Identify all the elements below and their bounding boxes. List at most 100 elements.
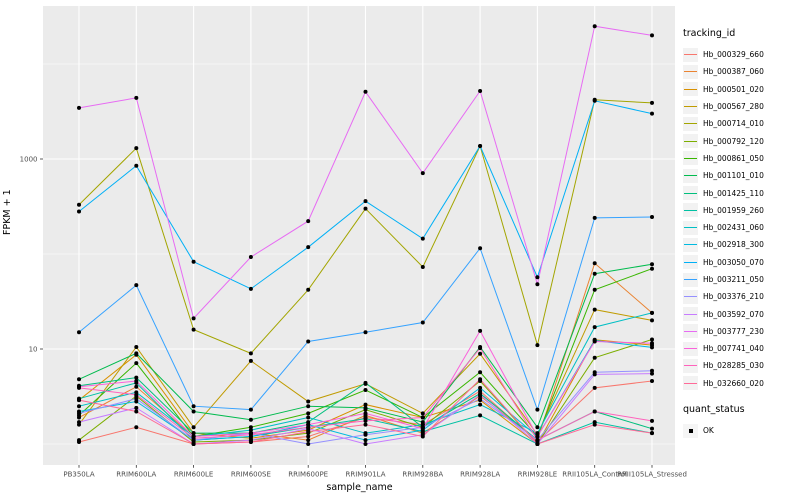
legend-key-swatch bbox=[683, 220, 698, 235]
data-point bbox=[650, 368, 654, 373]
data-point bbox=[134, 409, 139, 414]
legend-key-swatch bbox=[683, 186, 698, 201]
data-point bbox=[77, 377, 81, 382]
data-point bbox=[478, 346, 483, 351]
data-point bbox=[592, 385, 597, 390]
data-point bbox=[535, 343, 540, 348]
data-point bbox=[134, 146, 139, 151]
data-point bbox=[478, 370, 483, 375]
legend-key-swatch bbox=[683, 151, 698, 166]
legend-item-Hb_001959_260: Hb_001959_260 bbox=[683, 202, 798, 219]
data-point bbox=[363, 330, 368, 335]
data-point bbox=[306, 219, 311, 224]
legend-key-line bbox=[684, 157, 697, 159]
legend-item-label: Hb_007741_040 bbox=[703, 344, 764, 354]
legend-items-tracking: Hb_000329_660 Hb_000387_060 Hb_000501_020 H… bbox=[683, 46, 798, 392]
legend-item-Hb_032660_020: Hb_032660_020 bbox=[683, 375, 798, 392]
data-point bbox=[306, 287, 311, 292]
legend-key-swatch bbox=[683, 341, 698, 356]
data-point bbox=[134, 95, 139, 100]
legend-key-swatch bbox=[683, 116, 698, 131]
legend-item-Hb_000861_050: Hb_000861_050 bbox=[683, 150, 798, 167]
data-point bbox=[592, 215, 597, 220]
data-point bbox=[592, 287, 597, 292]
data-point bbox=[306, 442, 311, 446]
data-point bbox=[650, 318, 654, 323]
data-point bbox=[592, 98, 597, 103]
data-point bbox=[306, 415, 311, 420]
data-point bbox=[420, 426, 425, 431]
legend-item-label: Hb_000387_060 bbox=[703, 67, 764, 77]
data-point bbox=[363, 380, 368, 385]
data-point bbox=[535, 431, 540, 436]
data-point bbox=[592, 24, 597, 29]
data-point bbox=[478, 392, 483, 397]
data-point bbox=[134, 392, 139, 397]
x-tick-label: RRIM600SE bbox=[231, 471, 271, 479]
data-point bbox=[478, 377, 483, 382]
legend-key-line bbox=[684, 313, 697, 315]
data-point bbox=[420, 415, 425, 420]
data-point bbox=[478, 144, 483, 149]
data-point bbox=[650, 100, 654, 105]
data-point bbox=[306, 411, 311, 416]
data-point bbox=[592, 372, 597, 377]
legend-key-swatch bbox=[683, 99, 698, 114]
data-point bbox=[592, 339, 597, 344]
x-tick-label: RRIM901LA bbox=[345, 471, 385, 479]
legend-key-line bbox=[684, 106, 697, 108]
legend-item-Hb_003211_050: Hb_003211_050 bbox=[683, 271, 798, 288]
legend-key-swatch bbox=[683, 376, 698, 391]
legend-key-swatch bbox=[683, 237, 698, 252]
legend-item-label: Hb_000329_660 bbox=[703, 50, 764, 60]
legend-item-label: Hb_000501_020 bbox=[703, 84, 764, 94]
data-point bbox=[478, 413, 483, 418]
x-tick-label: PB350LA bbox=[63, 471, 94, 479]
data-point bbox=[535, 425, 540, 430]
data-point bbox=[363, 89, 368, 94]
legend-item-label: Hb_000792_120 bbox=[703, 136, 764, 146]
legend-key-line bbox=[684, 88, 697, 90]
legend-item-label: Hb_000567_280 bbox=[703, 102, 764, 112]
data-point bbox=[306, 438, 311, 443]
data-point bbox=[420, 434, 425, 439]
data-point bbox=[363, 402, 368, 407]
data-point bbox=[535, 438, 540, 443]
data-point bbox=[77, 385, 81, 390]
data-point bbox=[77, 330, 81, 335]
x-tick-label: RRIM600LA bbox=[116, 471, 156, 479]
x-tick-label: RRIM928LA bbox=[460, 471, 500, 479]
legend-item-Hb_007741_040: Hb_007741_040 bbox=[683, 340, 798, 357]
data-point bbox=[420, 236, 425, 241]
legend-key-line bbox=[684, 244, 697, 246]
legend-item-label: Hb_001425_110 bbox=[703, 188, 764, 198]
data-point bbox=[248, 358, 253, 363]
data-point bbox=[535, 442, 540, 446]
legend-key-line bbox=[684, 227, 697, 229]
data-point bbox=[650, 33, 654, 38]
legend-key-swatch bbox=[683, 47, 698, 62]
data-point bbox=[134, 361, 139, 366]
data-point bbox=[134, 379, 139, 384]
data-point bbox=[306, 404, 311, 409]
data-point bbox=[191, 259, 196, 264]
data-point bbox=[134, 396, 139, 401]
data-point bbox=[650, 215, 654, 220]
data-point bbox=[77, 202, 81, 207]
x-tick-label: RRIM928BA bbox=[402, 471, 443, 479]
data-point bbox=[650, 371, 654, 376]
data-point bbox=[134, 399, 139, 404]
legend-key-swatch bbox=[683, 289, 698, 304]
legend-item-Hb_002431_060: Hb_002431_060 bbox=[683, 219, 798, 236]
data-point bbox=[420, 411, 425, 416]
legend: tracking_id Hb_000329_660 Hb_000387_060 Hb… bbox=[683, 28, 798, 441]
data-point bbox=[77, 105, 81, 110]
data-point bbox=[134, 163, 139, 168]
legend-item-Hb_000792_120: Hb_000792_120 bbox=[683, 132, 798, 149]
legend-item-label: Hb_003592_070 bbox=[703, 309, 764, 319]
legend-item-label: Hb_000861_050 bbox=[703, 153, 764, 163]
data-point bbox=[191, 425, 196, 430]
legend-item-label: Hb_001101_010 bbox=[703, 171, 764, 181]
